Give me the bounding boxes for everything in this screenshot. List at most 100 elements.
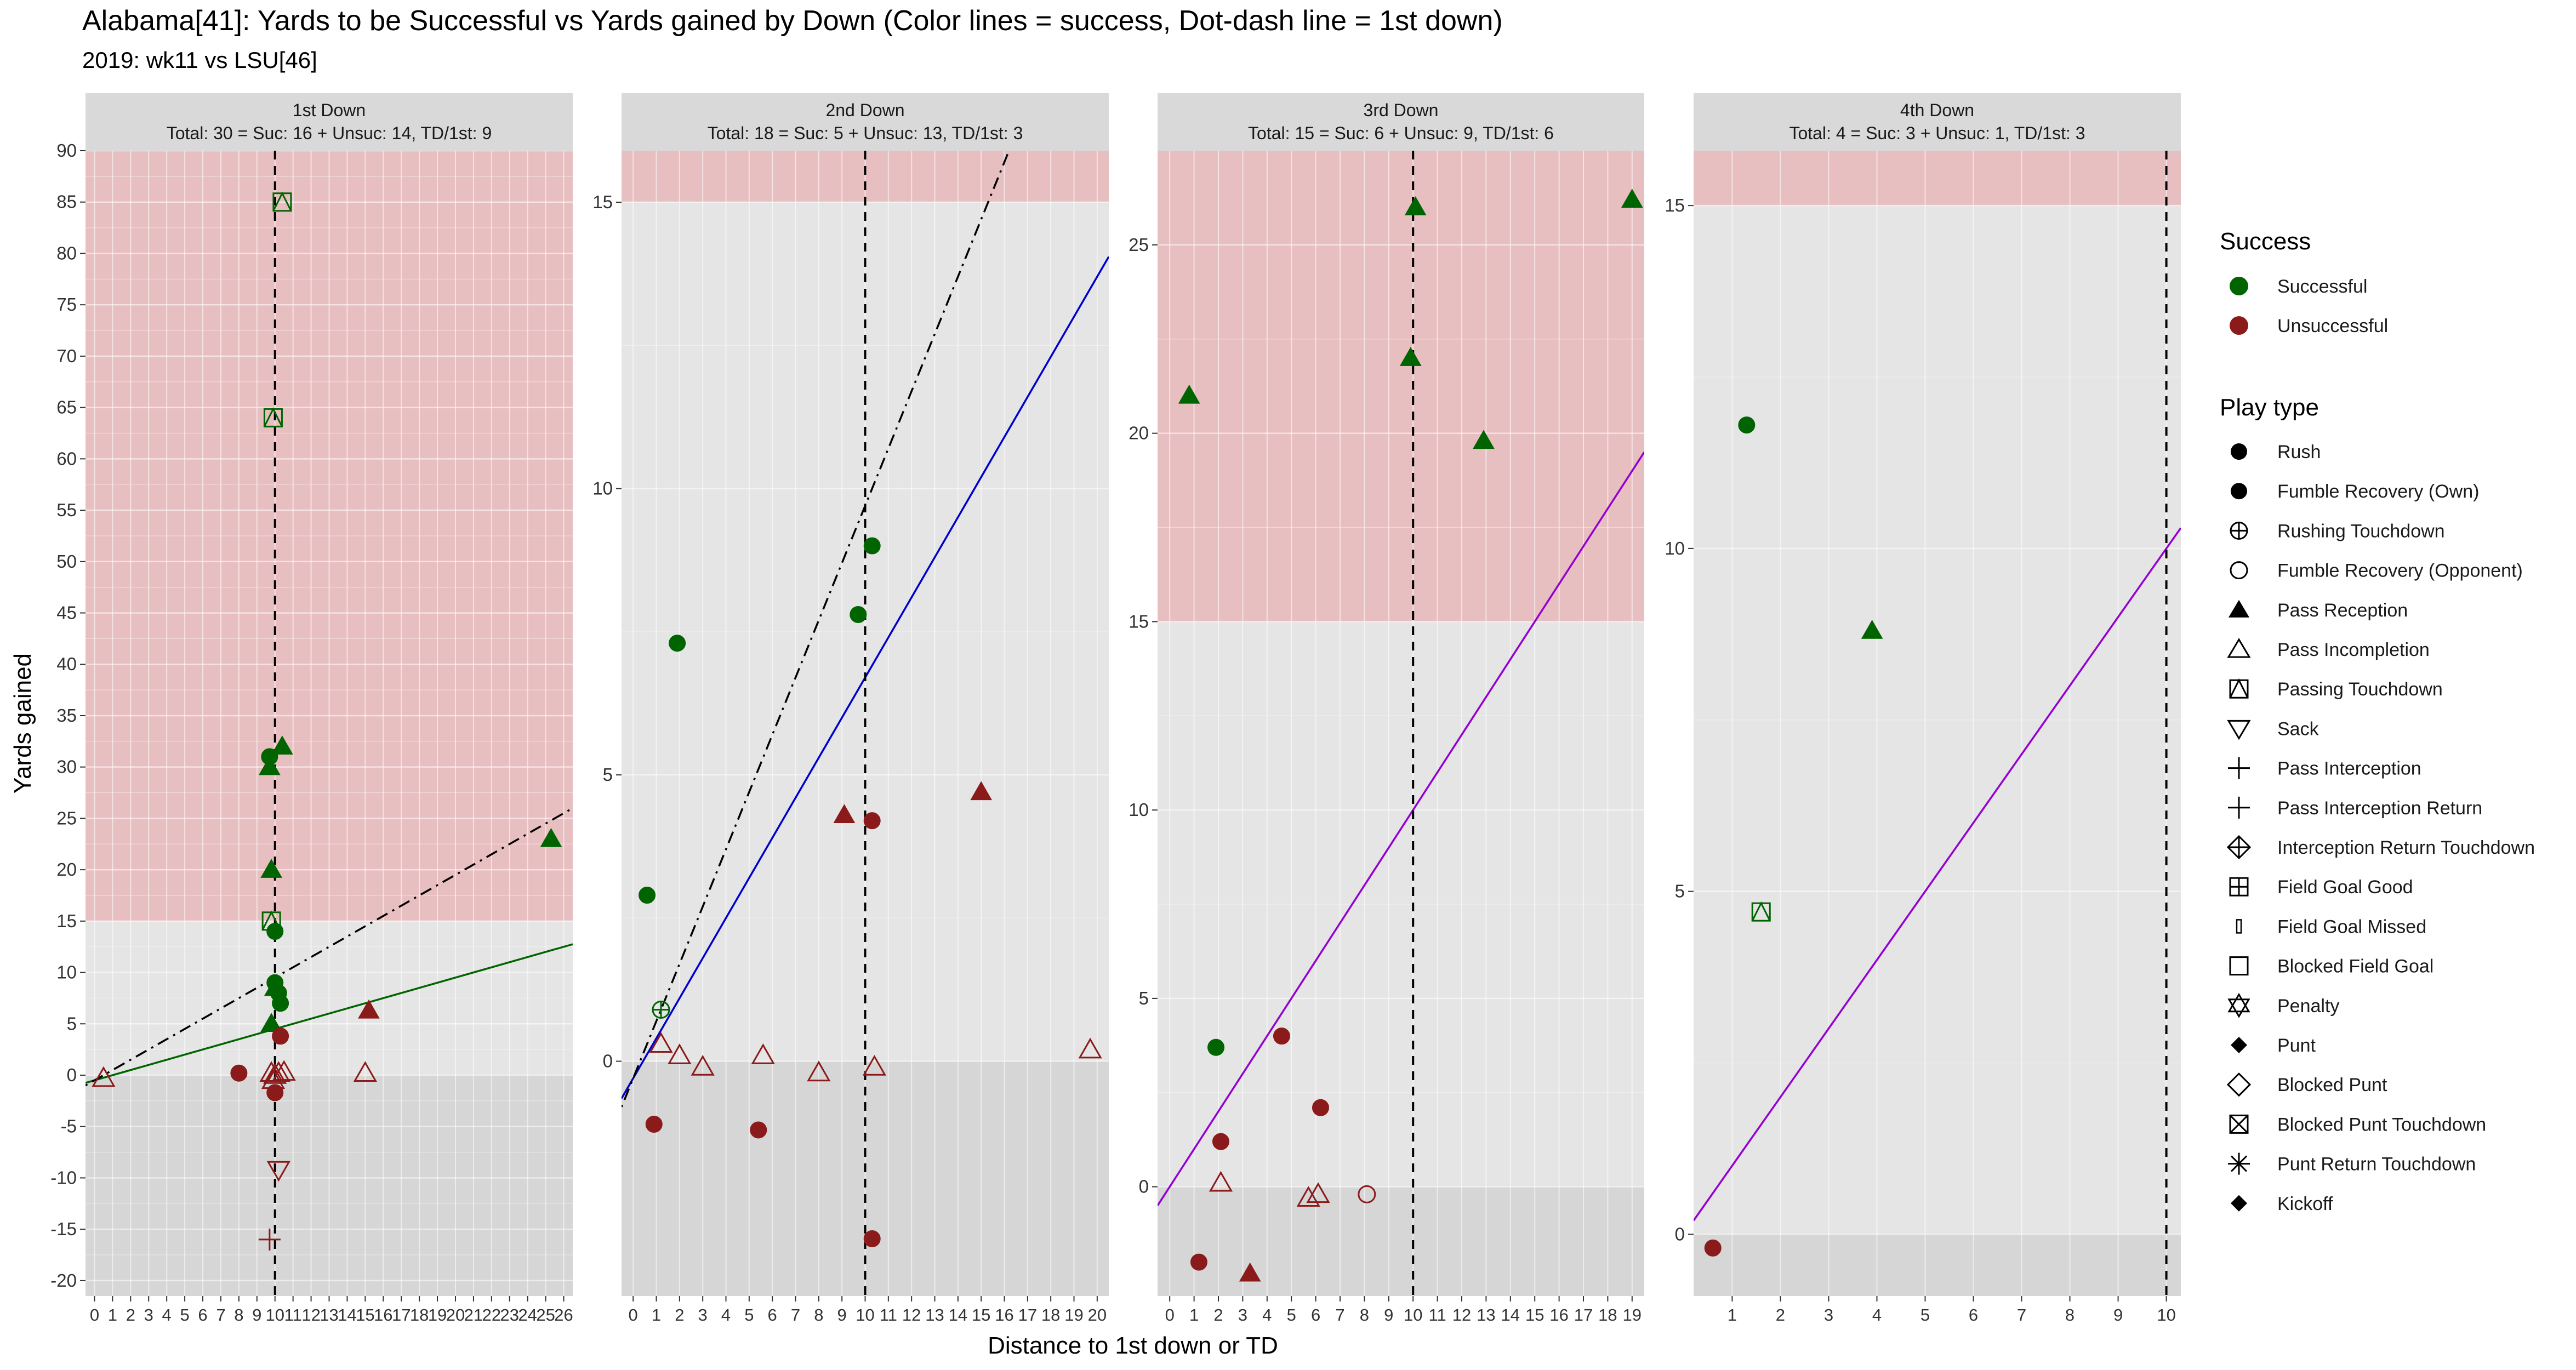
x-tick-label: 24 <box>518 1305 537 1325</box>
x-tick-label: 12 <box>902 1305 921 1325</box>
x-tick-label: 7 <box>2017 1305 2026 1325</box>
y-tick-label: 20 <box>56 859 77 880</box>
reference-lines <box>622 151 1109 1296</box>
legend <box>2226 277 2252 1212</box>
x-tick-label: 13 <box>320 1305 338 1325</box>
x-tick-label: 15 <box>972 1305 990 1325</box>
x-tick-label: 3 <box>1238 1305 1247 1325</box>
panel-down-1 <box>80 93 573 1302</box>
y-tick-label: 45 <box>56 602 77 623</box>
y-tick-label: 25 <box>56 808 77 828</box>
data-point <box>669 635 686 652</box>
legend-item-label: Blocked Field Goal <box>2277 956 2433 977</box>
panel-strip-title: 1st Down <box>293 100 366 120</box>
data-point <box>1190 1253 1207 1271</box>
legend-item-label: Passing Touchdown <box>2277 679 2443 700</box>
x-tick-label: 16 <box>374 1305 392 1325</box>
x-tick-label: 5 <box>1287 1305 1296 1325</box>
data-point <box>1751 901 1771 922</box>
legend-item-label: Successful <box>2277 276 2367 297</box>
panel-strip-title: 4th Down <box>1900 100 1974 120</box>
x-tick-label: 3 <box>144 1305 153 1325</box>
data-point <box>260 1013 282 1032</box>
data-point <box>1306 1182 1330 1203</box>
legend-item-label: Penalty <box>2277 996 2339 1017</box>
x-tick-label: 4 <box>1262 1305 1272 1325</box>
y-tick-label: 60 <box>56 448 77 469</box>
red-zone-band <box>1158 151 1644 622</box>
panel-strip <box>1158 93 1644 151</box>
circle-filled-icon <box>2231 443 2247 460</box>
data-point <box>668 1043 692 1064</box>
x-tick-label: 18 <box>1041 1305 1060 1325</box>
panel-strip <box>1694 93 2181 151</box>
x-tick-label: 2 <box>1213 1305 1223 1325</box>
data-point <box>271 735 293 755</box>
y-tick-label: 90 <box>56 140 77 161</box>
y-tick-label: 10 <box>1129 800 1149 820</box>
success-line <box>1694 527 2181 1221</box>
y-tick-label: 15 <box>592 192 613 212</box>
data-point <box>263 407 283 427</box>
y-tick-label: 0 <box>1139 1177 1149 1197</box>
panel-background <box>1694 151 2181 1296</box>
x-tick-label: 0 <box>90 1305 99 1325</box>
x-tick-label: 18 <box>410 1305 429 1325</box>
data-point <box>92 1066 116 1087</box>
x-tick-label: 17 <box>392 1305 411 1325</box>
data-point <box>970 781 993 801</box>
x-tick-label: 4 <box>721 1305 731 1325</box>
data-point <box>272 191 292 212</box>
y-tick-label: 15 <box>1665 195 1685 215</box>
legend-item-label: Sack <box>2277 718 2319 739</box>
legend-item-label: Field Goal Missed <box>2277 916 2426 937</box>
data-point <box>1473 430 1495 449</box>
data-point <box>862 1054 887 1076</box>
loss-zone-band <box>1158 1186 1644 1296</box>
y-tick-label: 75 <box>56 294 77 315</box>
x-tick-label: 15 <box>356 1305 374 1325</box>
x-tick-label: 4 <box>162 1305 172 1325</box>
x-tick-label: 6 <box>1311 1305 1320 1325</box>
x-tick-label: 0 <box>629 1305 638 1325</box>
data-point <box>751 1043 775 1064</box>
y-tick-label: 55 <box>56 500 77 520</box>
y-tick-label: 70 <box>56 346 77 366</box>
legend-success-title: Success <box>2220 228 2311 255</box>
y-tick-label: 40 <box>56 654 77 674</box>
triangle-down-open-icon <box>2227 720 2251 740</box>
y-tick-label: 5 <box>67 1013 77 1034</box>
loss-zone-band <box>1694 1234 2181 1296</box>
x-tick-label: 14 <box>1501 1305 1520 1325</box>
data-point <box>266 1161 290 1182</box>
x-tick-label: 17 <box>1574 1305 1593 1325</box>
data-point <box>1209 1171 1233 1192</box>
data-point <box>649 1032 673 1053</box>
x-tick-label: 19 <box>1064 1305 1083 1325</box>
data-point <box>258 756 281 775</box>
y-tick-label: 85 <box>56 192 77 212</box>
x-tick-label: 14 <box>338 1305 356 1325</box>
x-tick-label: 6 <box>1969 1305 1978 1325</box>
legend-item-label: Rush <box>2277 442 2321 463</box>
y-axis-title: Yards gained <box>9 653 36 794</box>
data-point <box>1738 416 1756 434</box>
x-tick-label: 10 <box>2157 1305 2175 1325</box>
x-tick-label: 11 <box>1429 1305 1446 1325</box>
x-tick-label: 10 <box>1404 1305 1422 1325</box>
panel-strip-subtitle: Total: 4 = Suc: 3 + Unsuc: 1, TD/1st: 3 <box>1789 123 2085 143</box>
data-point <box>1404 196 1427 215</box>
reference-lines <box>1694 151 2181 1296</box>
x-tick-label: 9 <box>1384 1305 1393 1325</box>
x-tick-label: 10 <box>856 1305 874 1325</box>
panel-down-2 <box>616 93 1109 1302</box>
x-tick-label: 11 <box>284 1305 302 1325</box>
legend-item-label: Interception Return Touchdown <box>2277 837 2535 858</box>
legend-item-label: Fumble Recovery (Own) <box>2277 481 2479 502</box>
y-tick-label: 30 <box>56 757 77 777</box>
legend-item-label: Blocked Punt <box>2277 1075 2387 1095</box>
data-point <box>1621 189 1643 208</box>
x-tick-label: 8 <box>2065 1305 2075 1325</box>
square-plus-icon <box>2229 877 2249 897</box>
